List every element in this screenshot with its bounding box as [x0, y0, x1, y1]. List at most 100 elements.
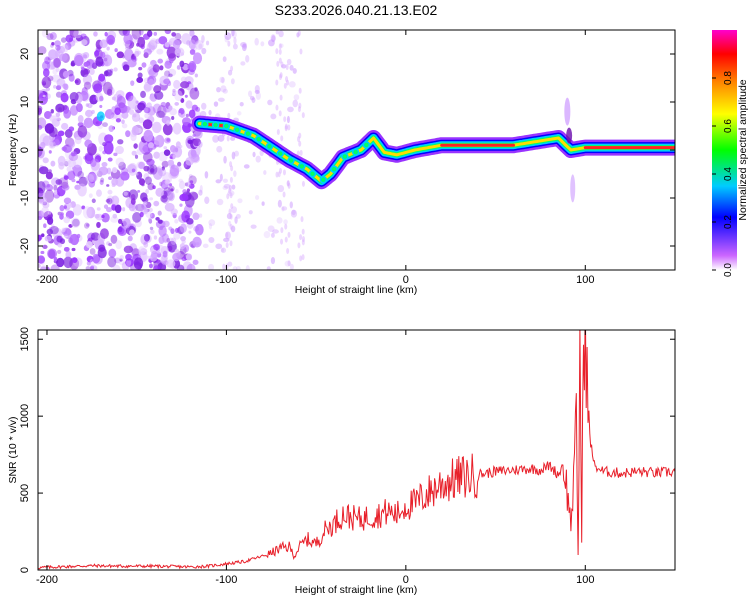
noise-blob	[250, 224, 257, 229]
noise-stripe	[299, 234, 303, 241]
noise-blob	[222, 185, 228, 191]
noise-blob	[63, 247, 70, 252]
noise-blob	[71, 247, 76, 252]
noise-blob	[230, 136, 236, 141]
noise-blob	[38, 107, 42, 115]
noise-blob	[174, 249, 179, 254]
noise-stripe	[284, 236, 288, 243]
noise-blob	[154, 90, 164, 100]
noise-blob	[84, 139, 93, 148]
noise-blob	[104, 134, 114, 144]
noise-blob	[83, 117, 94, 129]
noise-blob	[159, 181, 163, 187]
noise-blob	[83, 81, 92, 90]
noise-blob	[222, 178, 229, 183]
noise-blob	[82, 206, 92, 219]
noise-blob	[102, 81, 113, 95]
noise-blob	[158, 236, 165, 245]
noise-stripe	[275, 48, 279, 55]
noise-blob	[155, 216, 160, 221]
snr-y-tick-label: 0	[19, 567, 31, 573]
noise-blob	[173, 79, 181, 89]
noise-blob	[55, 179, 63, 185]
noise-blob	[143, 107, 149, 113]
noise-blob	[71, 257, 78, 264]
noise-stripe	[284, 125, 288, 132]
noise-blob	[133, 143, 138, 149]
noise-blob	[134, 50, 140, 57]
noise-blob	[131, 150, 137, 156]
noise-blob	[132, 103, 139, 111]
noise-blob	[167, 159, 175, 166]
noise-blob	[141, 62, 147, 68]
noise-blob	[74, 78, 81, 86]
noise-blob	[138, 178, 146, 186]
noise-blob	[62, 104, 68, 111]
noise-blob	[186, 181, 191, 188]
noise-blob	[63, 108, 72, 119]
noise-stripe	[301, 235, 305, 242]
noise-blob	[181, 256, 187, 262]
noise-blob	[63, 205, 68, 210]
noise-blob	[138, 117, 144, 124]
noise-blob	[205, 40, 210, 46]
noise-blob	[89, 67, 95, 75]
snr-point	[579, 346, 580, 347]
noise-blob	[66, 144, 74, 152]
noise-blob	[263, 230, 271, 239]
noise-stripe	[285, 76, 289, 83]
snr-point	[307, 539, 308, 540]
noise-blob	[82, 68, 91, 75]
chart-title: S233.2026.040.21.13.E02	[275, 2, 438, 18]
noise-blob	[208, 237, 215, 244]
noise-blob	[72, 154, 83, 168]
noise-blob	[175, 188, 179, 194]
noise-blob	[289, 201, 293, 209]
noise-stripe	[297, 242, 301, 249]
noise-blob	[178, 180, 186, 190]
noise-blob	[208, 219, 216, 227]
noise-blob	[168, 105, 173, 111]
noise-blob	[270, 257, 276, 265]
snr-point	[280, 548, 281, 549]
noise-blob	[123, 245, 134, 254]
noise-stripe	[226, 193, 230, 200]
noise-blob	[100, 51, 106, 58]
noise-blob	[41, 206, 50, 217]
noise-stripe	[283, 82, 287, 89]
noise-blob	[83, 61, 90, 67]
noise-blob	[40, 266, 47, 270]
noise-stripe	[275, 79, 279, 86]
noise-stripe	[228, 208, 232, 215]
noise-blob	[222, 56, 227, 63]
noise-blob	[121, 123, 128, 129]
snr-point	[578, 554, 579, 555]
noise-blob	[237, 198, 243, 204]
noise-blob	[148, 78, 155, 86]
noise-blob	[56, 235, 63, 243]
noise-stripe	[286, 180, 290, 187]
snr-ylabel: SNR (10 * v/v)	[7, 416, 19, 483]
noise-stripe	[278, 43, 282, 50]
noise-blob	[164, 70, 171, 78]
noise-stripe	[278, 110, 282, 117]
noise-blob	[114, 204, 122, 214]
noise-blob	[129, 229, 135, 236]
noise-blob	[44, 56, 51, 65]
noise-blob	[292, 99, 298, 108]
noise-blob	[113, 67, 118, 72]
noise-blob	[142, 151, 153, 163]
noise-blob	[147, 142, 154, 149]
noise-blob	[38, 255, 46, 264]
noise-blob	[164, 60, 172, 69]
noise-blob	[293, 94, 300, 101]
noise-blob	[296, 32, 300, 38]
noise-blob	[216, 145, 223, 153]
noise-blob	[222, 263, 226, 270]
noise-blob	[147, 182, 155, 191]
noise-blob	[103, 141, 114, 155]
spec-x-tick-label: -200	[36, 274, 58, 286]
snr-point	[588, 431, 589, 432]
noise-blob	[48, 169, 52, 173]
